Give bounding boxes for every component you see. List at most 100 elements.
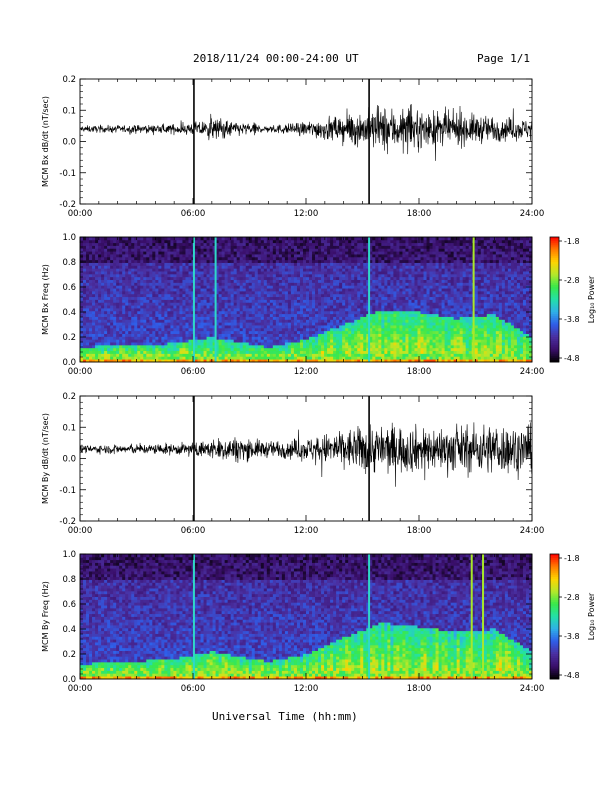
spectrogram-cell [122,297,125,300]
spectrogram-cell [143,334,146,337]
spectrogram-cell [128,300,131,303]
spectrogram-cell [279,317,282,320]
spectrogram-cell [152,254,155,257]
spectrogram-cell [237,237,240,240]
spectrogram-cell [95,294,98,297]
spectrogram-cell [372,305,375,308]
spectrogram-cell [134,311,137,314]
x-tick-label: 18:00 [407,209,432,219]
spectrogram-cell [167,294,170,297]
spectrogram-cell [249,331,252,334]
spectrogram-cell [309,356,312,359]
spectrogram-cell [285,356,288,359]
spectrogram-cell [261,263,264,266]
spectrogram-cell [234,351,237,354]
spectrogram-cell [188,302,191,305]
spectrogram-cell [336,314,339,317]
spectrogram-cell [131,353,134,356]
spectrogram-cell [140,348,143,351]
spectrogram-cell [303,254,306,257]
spectrogram-cell [351,268,354,271]
spectrogram-cell [204,325,207,328]
spectrogram-cell [312,331,315,334]
spectrogram-cell [393,240,396,243]
spectrogram-cell [195,251,198,254]
spectrogram-cell [306,265,309,268]
spectrogram-cell [122,271,125,274]
spectrogram-cell [237,294,240,297]
spectrogram-cell [119,336,122,339]
spectrogram-cell [146,260,149,263]
spectrogram-cell [219,268,222,271]
spectrogram-cell [288,248,291,251]
spectrogram-cell [357,280,360,283]
spectrogram-cell [104,248,107,251]
spectrogram-cell [140,334,143,337]
x-tick-label: 06:00 [181,209,206,219]
spectrogram-cell [176,331,179,334]
spectrogram-cell [134,339,137,342]
spectrogram-cell [294,339,297,342]
spectrogram-cell [195,240,198,243]
spectrogram-cell [393,257,396,260]
spectrogram-cell [89,260,92,263]
spectrogram-cell [354,240,357,243]
spectrogram-cell [258,260,261,263]
spectrogram-cell [225,302,228,305]
spectrogram-cell [86,271,89,274]
spectrogram-cell [264,271,267,274]
spectrogram-cell [315,285,318,288]
spectrogram-cell [167,319,170,322]
spectrogram-cell [86,308,89,311]
spectrogram-cell [357,317,360,320]
spectrogram-cell [390,305,393,308]
spectrogram-cell [405,331,408,334]
spectrogram-cell [195,274,198,277]
spectrogram-cell [207,322,210,325]
spectrogram-cell [405,348,408,351]
spectrogram-cell [210,336,213,339]
spectrogram-cell [161,271,164,274]
spectrogram-cell [288,291,291,294]
spectrogram-cell [276,260,279,263]
spectrogram-cell [170,325,173,328]
spectrogram-cell [393,288,396,291]
spectrogram-cell [357,328,360,331]
spectrogram-cell [228,328,231,331]
spectrogram-cell [210,351,213,354]
spectrogram-cell [333,240,336,243]
spectrogram-cell [92,263,95,266]
spectrogram-cell [264,251,267,254]
spectrogram-cell [306,251,309,254]
spectrogram-cell [387,322,390,325]
spectrogram-cell [92,277,95,280]
spectrogram-cell [222,257,225,260]
spectrogram-cell [375,322,378,325]
spectrogram-cell [161,248,164,251]
spectrogram-cell [198,351,201,354]
spectrogram-cell [252,308,255,311]
spectrogram-cell [396,282,399,285]
spectrogram-cell [273,271,276,274]
spectrogram-cell [83,246,86,249]
spectrogram-cell [255,297,258,300]
spectrogram-cell [273,285,276,288]
spectrogram-cell [146,302,149,305]
spectrogram-cell [318,237,321,240]
spectrogram-cell [372,319,375,322]
spectrogram-cell [122,356,125,359]
spectrogram-cell [137,268,140,271]
spectrogram-cell [128,353,131,356]
spectrogram-cell [113,277,116,280]
spectrogram-cell [182,300,185,303]
spectrogram-cell [402,291,405,294]
spectrogram-cell [399,353,402,356]
spectrogram-cell [131,294,134,297]
spectrogram-cell [297,302,300,305]
spectrogram-cell [270,334,273,337]
spectrogram-cell [86,280,89,283]
spectrogram-cell [408,342,411,345]
spectrogram-cell [261,285,264,288]
spectrogram-cell [119,263,122,266]
spectrogram-cell [225,351,228,354]
